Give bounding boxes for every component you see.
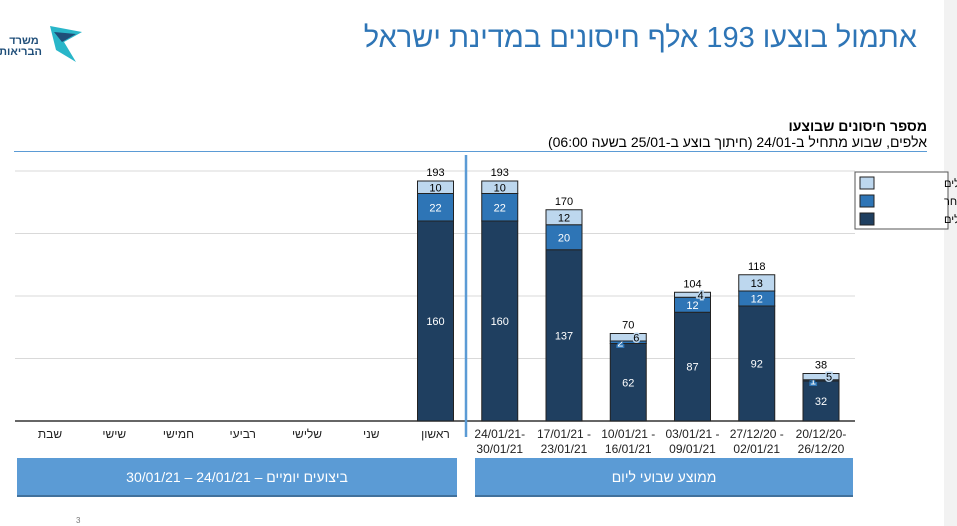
category-label: 03/01/21 -	[665, 427, 719, 441]
data-label: 20	[558, 232, 570, 244]
bar-2	[674, 291, 711, 298]
category-label: ראשון	[421, 427, 450, 441]
data-label: 160	[491, 316, 509, 328]
data-label: 13	[751, 278, 763, 290]
bar-2	[545, 209, 583, 226]
data-label: 92	[751, 359, 763, 371]
weekly-average-band: ממוצע שבועי ליום	[475, 458, 853, 497]
data-label: 32	[815, 396, 827, 408]
data-label: 5	[826, 372, 832, 384]
category-label: שבת	[38, 427, 62, 441]
total-label: 38	[815, 360, 827, 372]
data-label: 87	[686, 362, 698, 374]
data-label: 6	[633, 332, 639, 344]
bar-2	[738, 274, 776, 292]
category-label: רביעי	[230, 427, 256, 441]
category-label: חמישי	[163, 427, 194, 441]
bar-1	[545, 224, 583, 251]
legend-label: אחר	[944, 196, 957, 208]
total-label: 118	[748, 261, 766, 273]
data-label: 12	[686, 300, 698, 312]
category-label: 27/12/20 -	[730, 427, 784, 441]
daily-performance-band: ביצועים יומיים – 24/01/21 – 30/01/21	[17, 458, 457, 497]
data-label: 22	[494, 202, 506, 214]
data-label: 10	[429, 182, 441, 194]
bar-0	[609, 343, 647, 422]
chart-title: מספר חיסונים שבוצעו	[788, 118, 927, 134]
category-label: 30/01/21	[476, 442, 523, 456]
data-label: 160	[426, 316, 444, 328]
bar-2	[481, 180, 519, 194]
data-label: 4	[697, 290, 703, 302]
legend-swatch	[859, 212, 875, 226]
data-label: 12	[751, 294, 763, 306]
data-label: 12	[558, 212, 570, 224]
bar-2	[802, 373, 840, 381]
data-label: 2	[617, 337, 623, 349]
category-label: 26/12/20	[798, 442, 845, 456]
data-label: 10	[494, 182, 506, 194]
data-label: 1	[810, 375, 816, 387]
total-label: 170	[555, 196, 573, 208]
total-label: 70	[622, 320, 634, 332]
bar-0	[738, 305, 776, 422]
scrollbar-strip	[944, 0, 957, 526]
category-label: שני	[363, 427, 380, 441]
legend-swatch	[859, 194, 875, 208]
bar-0	[802, 380, 840, 422]
legend-label: קופות החולים	[944, 213, 957, 226]
category-label: 02/01/21	[733, 442, 780, 456]
chart-subtitle: אלפים, שבוע מתחיל ב-24/01 (חיתוך בוצע ב-…	[547, 134, 927, 150]
page-number: 3	[76, 516, 81, 525]
ministry-logo	[50, 26, 82, 62]
data-label: 62	[622, 377, 634, 389]
category-label: 17/01/21 -	[537, 427, 591, 441]
category-label: שישי	[102, 427, 126, 441]
bar-0	[417, 220, 454, 422]
category-label: 24/01/21-	[474, 427, 525, 441]
bar-0	[481, 220, 519, 422]
page-title: אתמול בוצעו 193 אלף חיסונים במדינת ישראל	[363, 22, 917, 54]
category-label: 20/12/20-	[796, 427, 847, 441]
category-label: 10/01/21 -	[601, 427, 655, 441]
bar-2	[417, 180, 454, 194]
data-label: 22	[429, 202, 441, 214]
total-label: 193	[426, 167, 444, 179]
category-label: שלישי	[292, 427, 322, 441]
category-label: 16/01/21	[605, 442, 652, 456]
legend-label: בתי החולים	[944, 177, 957, 190]
category-label: 23/01/21	[541, 442, 588, 456]
data-label: 137	[555, 330, 573, 342]
legend-swatch	[859, 176, 875, 190]
total-label: 104	[683, 278, 701, 290]
bar-2	[609, 333, 647, 342]
bar-0	[545, 249, 583, 422]
total-label: 193	[491, 167, 509, 179]
bar-1	[481, 193, 519, 222]
logo-text: משרד הבריאות	[0, 35, 42, 58]
title-rule	[14, 151, 927, 152]
category-label: 09/01/21	[669, 442, 716, 456]
